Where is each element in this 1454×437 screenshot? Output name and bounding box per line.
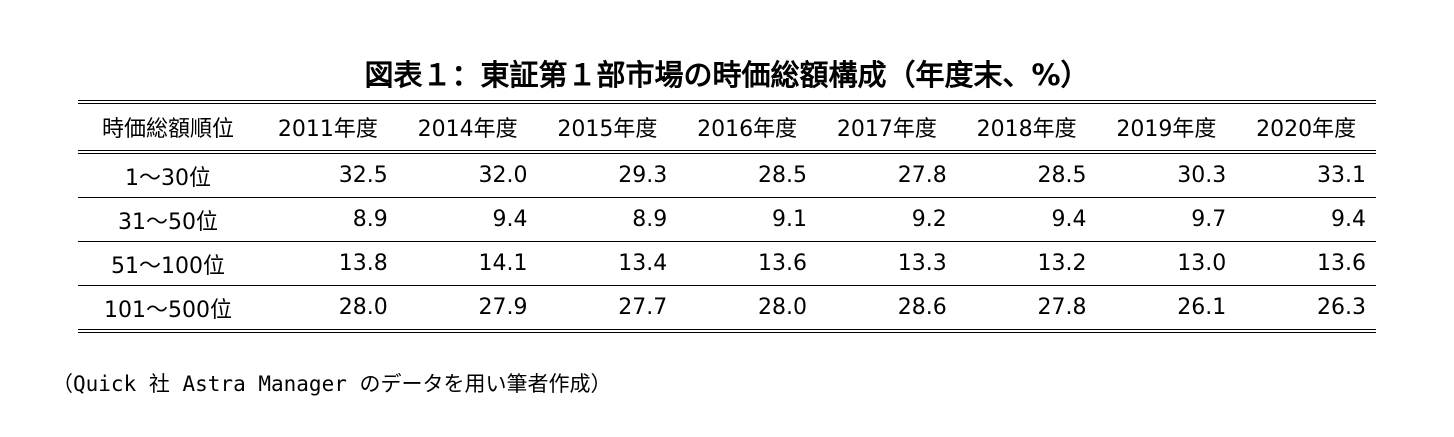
table-cell: 30.3 [1096, 152, 1237, 198]
table-cell: 14.1 [397, 241, 538, 286]
row-label: 101～500位 [104, 297, 232, 323]
header-row: 時価総額順位 2011年度 2014年度 2015年度 2016年度 2017年度 2018… [78, 102, 1376, 154]
row-label: 1～30位 [78, 152, 258, 198]
table-cell: 9.2 [817, 197, 957, 242]
header-cell: 2020年度 [1236, 102, 1376, 154]
source-note: （Quick 社 Astra Manager のデータを用い筆者作成） [52, 372, 612, 396]
header-cell: 2016年度 [677, 102, 817, 154]
table-cell: 9.7 [1096, 197, 1237, 242]
table-cell: 13.8 [258, 241, 398, 286]
table-cell: 28.0 [758, 295, 807, 320]
table-cell: 9.1 [677, 197, 817, 242]
table-row: 51～100位 13.8 14.1 13.4 13.6 13.3 13.2 13.0 13.6 [78, 241, 1376, 286]
table-cell: 9.4 [1236, 197, 1376, 242]
header-cell: 2015年度 [537, 102, 678, 154]
table-cell: 8.9 [258, 197, 398, 242]
header-cell: 2018年度 [956, 102, 1097, 154]
table-cell: 26.3 [1317, 295, 1366, 320]
table-row: 101～500位 28.0 27.9 27.7 28.0 28.6 27.8 26.1 26.3 [78, 286, 1376, 332]
table-cell: 26.1 [1177, 295, 1227, 320]
table-cell: 32.0 [397, 152, 538, 198]
table-cell: 9.4 [956, 197, 1097, 242]
table-cell: 13.0 [1096, 241, 1237, 286]
table-cell: 28.5 [677, 152, 817, 198]
table-cell: 29.3 [537, 152, 678, 198]
row-label: 51～100位 [78, 241, 258, 286]
table-cell: 13.2 [956, 241, 1097, 286]
table-cell: 27.7 [618, 295, 668, 320]
table-row: 31～50位 8.9 9.4 8.9 9.1 9.2 9.4 9.7 9.4 [78, 197, 1376, 242]
table-cell: 28.6 [897, 295, 947, 320]
header-cell: 2019年度 [1096, 102, 1237, 154]
header-cell: 2014年度 [397, 102, 538, 154]
table-cell: 32.5 [258, 152, 398, 198]
row-label: 31～50位 [78, 197, 258, 242]
table-cell: 9.4 [397, 197, 538, 242]
table-cell: 27.8 [1037, 295, 1087, 320]
table-cell: 13.6 [1236, 241, 1376, 286]
table-cell: 28.5 [956, 152, 1097, 198]
table-cell: 27.9 [478, 295, 528, 320]
table-cell: 8.9 [537, 197, 678, 242]
header-cell: 時価総額順位 [78, 102, 258, 154]
header-cell: 2017年度 [817, 102, 957, 154]
title: 図表１：東証第１部市場の時価総額構成（年度末、%） [364, 58, 1090, 92]
table-row: 1～30位 32.5 32.0 29.3 28.5 27.8 28.5 30.3 33.1 [78, 152, 1376, 198]
table-cell: 13.3 [817, 241, 957, 286]
table-cell: 13.4 [537, 241, 678, 286]
data-table: 時価総額順位 2011年度 2014年度 2015年度 2016年度 2017年度 2018… [78, 100, 1376, 333]
table-cell: 27.8 [817, 152, 957, 198]
table-cell: 33.1 [1236, 152, 1376, 198]
header-cell: 2011年度 [258, 102, 398, 154]
table-cell: 28.0 [338, 295, 388, 320]
table-cell: 13.6 [677, 241, 817, 286]
